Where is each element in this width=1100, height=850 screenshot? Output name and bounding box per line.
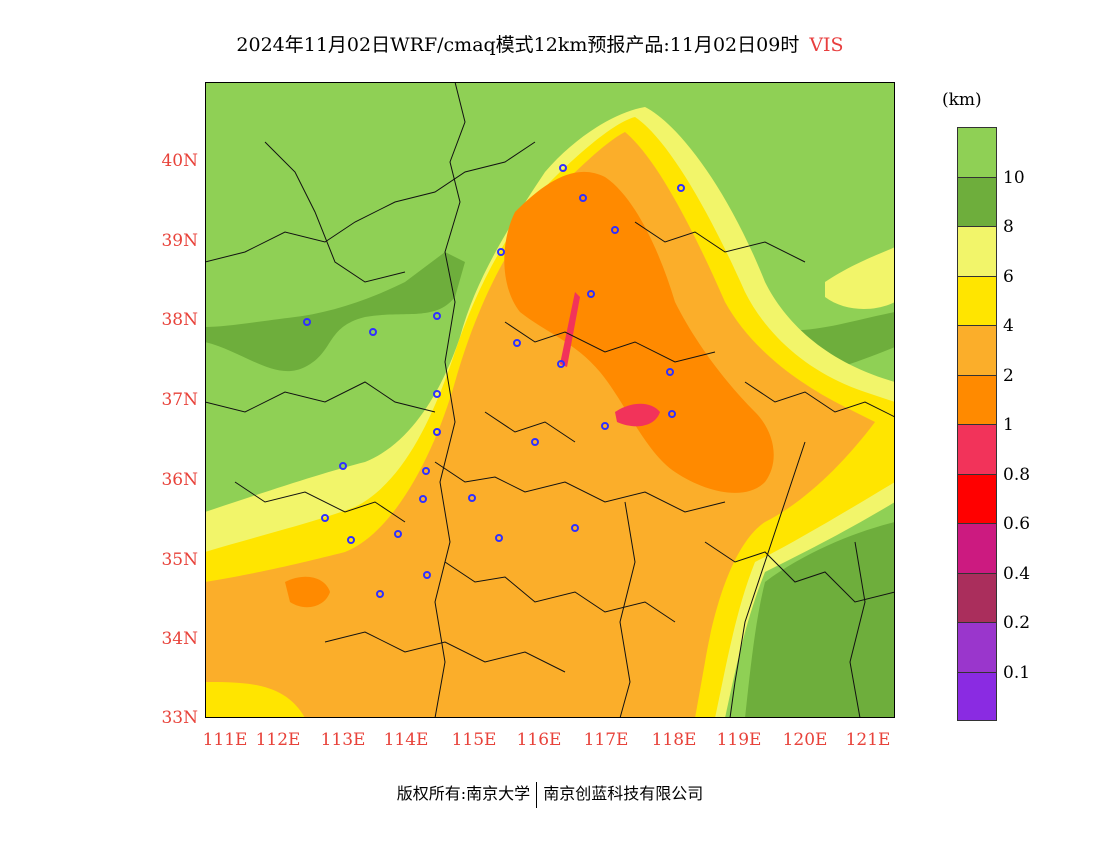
station-markers — [303, 164, 685, 598]
title-text: 2024年11月02日WRF/cmaq模式12km预报产品:11月02日09时 — [236, 34, 800, 56]
footer-divider — [536, 781, 538, 808]
legend-label: 0.2 — [1003, 613, 1031, 633]
station-marker — [668, 410, 676, 418]
color-bar-segment — [957, 572, 997, 622]
legend-unit: (km) — [942, 90, 982, 110]
copyright-company: 南京创蓝科技有限公司 — [543, 784, 704, 803]
legend-label: 2 — [1003, 366, 1014, 386]
lon-label: 112E — [255, 730, 301, 750]
legend-label: 8 — [1003, 217, 1014, 237]
station-marker — [468, 494, 476, 502]
color-bar-segment — [957, 176, 997, 226]
lon-label: 120E — [782, 730, 828, 750]
admin-boundaries — [205, 82, 895, 718]
lon-label: 111E — [202, 730, 248, 750]
dark-green-band-se — [745, 522, 895, 718]
station-marker — [513, 339, 521, 347]
station-marker — [531, 438, 539, 446]
color-bar-segment — [957, 473, 997, 523]
color-bar — [957, 127, 997, 721]
dark-green-band-ne — [645, 252, 895, 376]
lat-label: 33N — [161, 708, 198, 728]
station-marker — [347, 536, 355, 544]
station-marker — [376, 590, 384, 598]
lon-label: 118E — [651, 730, 697, 750]
station-marker — [497, 248, 505, 256]
station-marker — [433, 428, 441, 436]
lat-label: 35N — [161, 550, 198, 570]
station-marker — [559, 164, 567, 172]
station-marker — [422, 467, 430, 475]
legend-label: 0.8 — [1003, 465, 1031, 485]
lon-label: 117E — [583, 730, 629, 750]
legend-label: 10 — [1003, 168, 1025, 188]
color-bar-segment — [957, 622, 997, 672]
station-marker — [571, 524, 579, 532]
lat-label: 34N — [161, 629, 198, 649]
station-marker — [601, 422, 609, 430]
station-marker — [433, 390, 441, 398]
lon-label: 113E — [320, 730, 366, 750]
station-marker — [557, 360, 565, 368]
color-bar-segment — [957, 127, 997, 177]
station-marker — [677, 184, 685, 192]
lat-label: 40N — [161, 151, 198, 171]
lon-label: 116E — [516, 730, 562, 750]
lat-label: 37N — [161, 390, 198, 410]
color-bar-segment — [957, 523, 997, 573]
variable-name: VIS — [809, 34, 844, 56]
legend-label: 6 — [1003, 267, 1014, 287]
station-marker — [339, 462, 347, 470]
lon-label: 114E — [383, 730, 429, 750]
station-marker — [611, 226, 619, 234]
station-marker — [579, 194, 587, 202]
light-yellow-zone-ne — [825, 247, 895, 309]
red-streak — [560, 292, 580, 367]
station-marker — [419, 495, 427, 503]
station-marker — [369, 328, 377, 336]
station-marker — [423, 571, 431, 579]
color-bar-segment — [957, 374, 997, 424]
chart-title: 2024年11月02日WRF/cmaq模式12km预报产品:11月02日09时 V… — [0, 30, 1080, 57]
legend-label: 1 — [1003, 415, 1014, 435]
copyright-footer: 版权所有:南京大学 南京创蓝科技有限公司 — [0, 780, 1100, 808]
map-panel — [205, 82, 895, 718]
lat-label: 36N — [161, 470, 198, 490]
station-marker — [666, 368, 674, 376]
visibility-map — [205, 82, 895, 718]
station-marker — [495, 534, 503, 542]
station-marker — [321, 514, 329, 522]
color-bar-segment — [957, 275, 997, 325]
color-bar-segment — [957, 671, 997, 721]
orange-zone — [504, 171, 774, 493]
light-orange-zone — [205, 132, 875, 718]
lat-label: 39N — [161, 231, 198, 251]
lat-label: 38N — [161, 310, 198, 330]
color-bar-segment — [957, 424, 997, 474]
legend-label: 0.6 — [1003, 514, 1031, 534]
lon-label: 121E — [845, 730, 891, 750]
station-marker — [394, 530, 402, 538]
station-marker — [303, 318, 311, 326]
station-marker — [433, 312, 441, 320]
red-patch — [615, 403, 660, 427]
station-marker — [587, 290, 595, 298]
copyright-owner: 版权所有:南京大学 — [396, 784, 531, 803]
lon-label: 115E — [451, 730, 497, 750]
dark-green-band-west — [205, 252, 465, 372]
legend-label: 4 — [1003, 316, 1014, 336]
lon-label: 119E — [716, 730, 762, 750]
orange-patch-sw — [285, 576, 330, 608]
map-border — [205, 82, 895, 718]
legend-label: 0.4 — [1003, 564, 1031, 584]
color-bar-segment — [957, 325, 997, 375]
legend-label: 0.1 — [1003, 663, 1031, 683]
color-bar-segment — [957, 226, 997, 276]
